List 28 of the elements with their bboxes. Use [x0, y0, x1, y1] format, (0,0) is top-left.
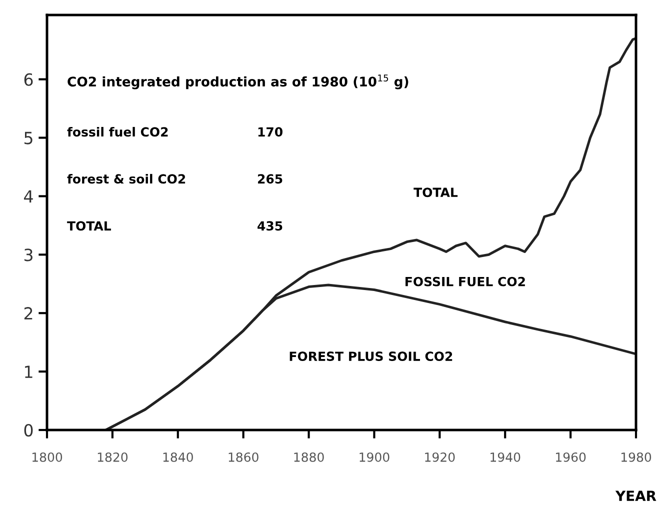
annotation: fossil fuel CO2: [67, 126, 168, 137]
annotation: FOSSIL FUEL CO2: [406, 276, 525, 286]
annotation: 170: [258, 127, 282, 137]
y-tick-label: 1: [25, 366, 32, 378]
annotation: TOTAL: [67, 221, 112, 231]
x-tick-label: 1840: [163, 452, 193, 462]
x-tick-label: 1940: [490, 452, 520, 462]
x-axis-title: YEAR: [615, 490, 656, 501]
x-tick-label: 1980: [621, 452, 652, 462]
x-tick-label: 1860: [228, 452, 258, 462]
x-tick-label: 1900: [360, 452, 390, 462]
y-tick-label: 3: [24, 248, 32, 262]
annotation: CO2 integrated production as of 1980 (10$^{15}$ g): [68, 74, 408, 90]
x-tick-label: 1920: [425, 452, 455, 462]
y-tick-label: 4: [24, 190, 33, 203]
y-tick-label: 5: [24, 132, 32, 144]
y-tick-label: 0: [24, 424, 33, 437]
annotation: 435: [258, 221, 282, 231]
x-tick-label: 1960: [556, 452, 586, 462]
annotation: 265: [258, 174, 282, 184]
annotation: TOTAL: [414, 188, 458, 198]
x-tick-label: 1880: [294, 452, 324, 462]
x-tick-label: 1820: [98, 452, 128, 462]
x-tick-label: 1800: [32, 452, 62, 462]
annotation: FOREST PLUS SOIL CO2: [290, 352, 452, 361]
y-tick-label: 2: [24, 307, 32, 320]
y-tick-label: 6: [24, 73, 33, 86]
annotation: forest & soil CO2: [67, 174, 186, 184]
